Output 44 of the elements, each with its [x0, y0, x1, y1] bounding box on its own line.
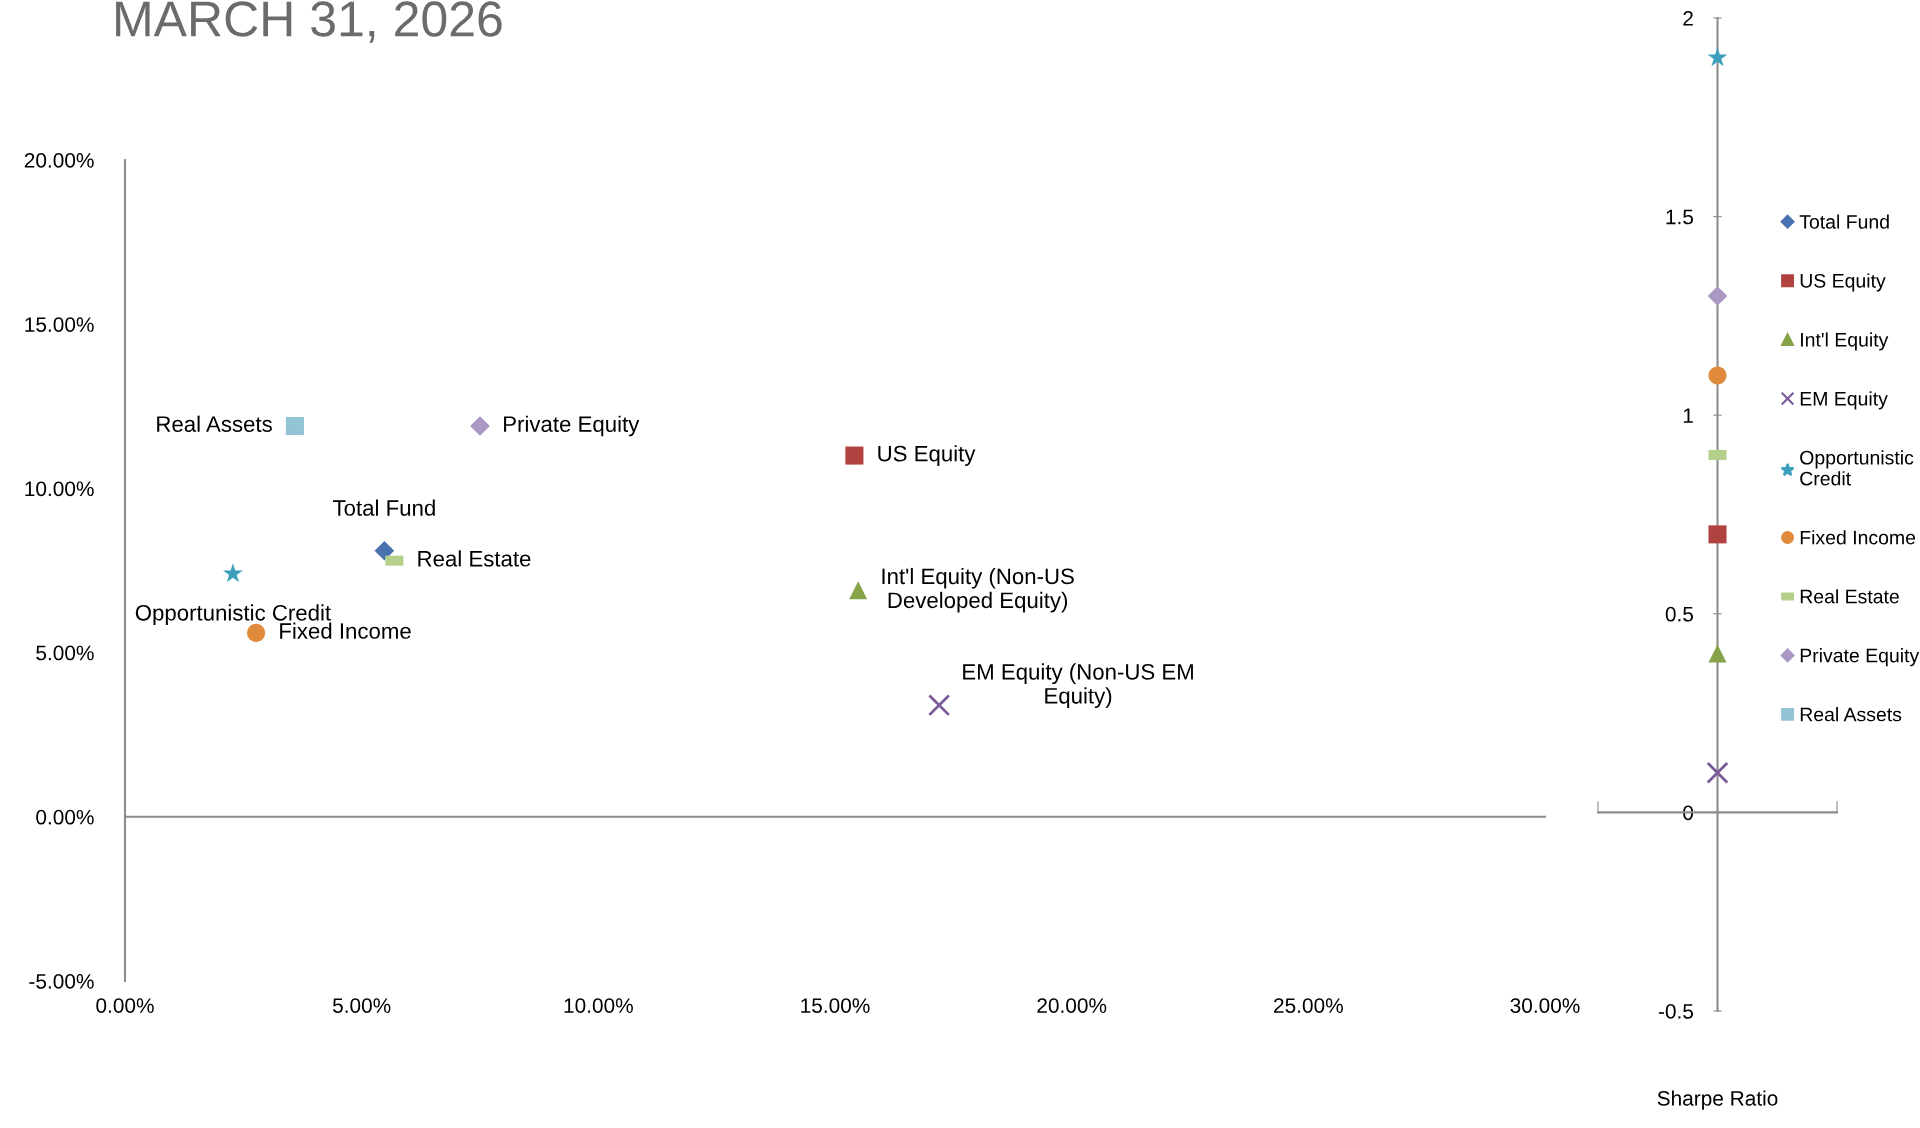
legend-label: US Equity — [1800, 273, 1886, 292]
legend-label: Private Equity — [1800, 648, 1920, 667]
x-tick-label: 20.00% — [1037, 998, 1107, 1013]
x-tick-label: 0.00% — [96, 998, 154, 1013]
y-tick-label: 0.5 — [1665, 606, 1694, 622]
annotation: Total Fund — [333, 499, 435, 516]
x-tick-label: 5.00% — [332, 998, 391, 1013]
annotation: Int'l Equity (Non-US Developed Equity) — [882, 567, 1074, 613]
x-tick-label: 15.00% — [801, 998, 870, 1013]
y-tick-label: 15.00% — [25, 317, 94, 332]
point — [928, 694, 951, 717]
x-tick-label: 30.00% — [1510, 998, 1580, 1013]
y-tick-label: -5.00% — [29, 974, 94, 989]
chart-title: MARCH 31, 2026 — [116, 1, 502, 43]
point — [285, 416, 304, 436]
y-tick-label: 10.00% — [25, 481, 94, 497]
point — [845, 446, 864, 465]
y-tick-label: 2 — [1683, 11, 1693, 26]
legend-label: Int'l Equity — [1801, 332, 1889, 351]
point — [849, 581, 868, 600]
y-tick-label: 0.00% — [36, 809, 94, 825]
legend-label: Total Fund — [1799, 214, 1889, 229]
y-tick-label: 1.5 — [1666, 209, 1694, 225]
point — [374, 540, 395, 561]
y-tick-label: -0.5 — [1658, 1004, 1694, 1019]
point — [223, 563, 243, 583]
legend-label: Fixed Income — [1800, 530, 1916, 545]
x-tick-label: 10.00% — [564, 998, 633, 1013]
legend-label: EM Equity — [1800, 391, 1888, 410]
annotation: EM Equity (Non-US EM Equity) — [963, 663, 1193, 709]
x-axis-title: Sharpe Ratio — [1657, 1090, 1778, 1110]
legend-label: Real Estate — [1800, 589, 1899, 604]
legend-label: Opportunistic Credit — [1800, 450, 1914, 486]
x-tick-label: 25.00% — [1274, 998, 1343, 1013]
legend-label: Real Assets — [1800, 707, 1902, 722]
annotation: US Equity — [878, 445, 976, 466]
y-tick-label: 20.00% — [24, 153, 94, 168]
point — [247, 623, 266, 642]
annotation: Real Estate — [418, 550, 531, 567]
point — [470, 416, 490, 436]
annotation: Private Equity — [504, 415, 640, 437]
annotation: Real Assets — [157, 415, 272, 432]
y-tick-label: 1 — [1683, 408, 1693, 423]
y-tick-label: 5.00% — [36, 645, 94, 661]
